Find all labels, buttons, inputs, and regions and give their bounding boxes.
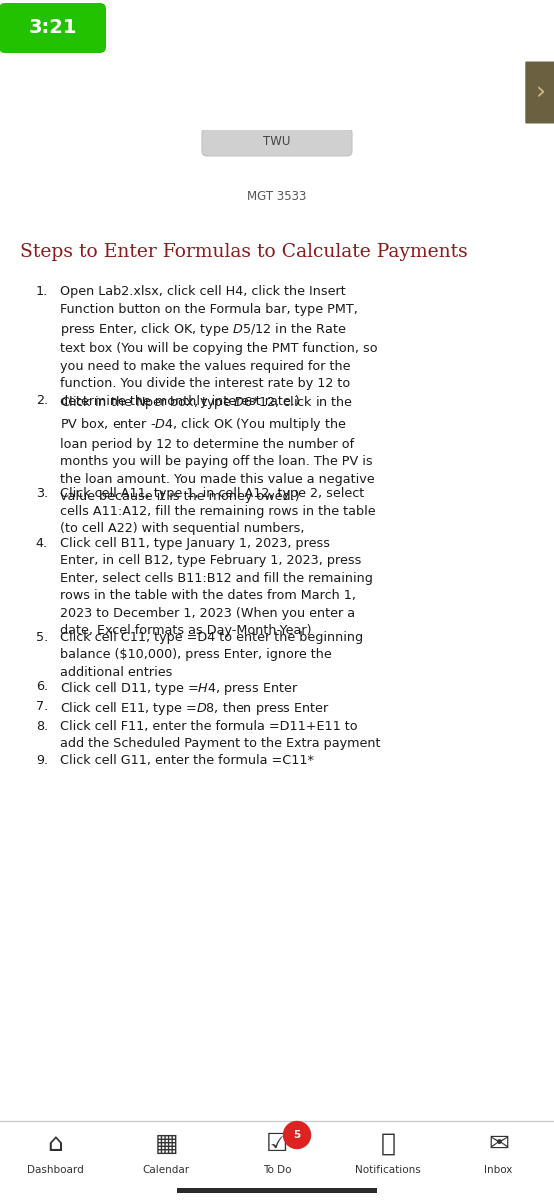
Text: 3:21: 3:21 <box>28 18 77 37</box>
FancyBboxPatch shape <box>0 2 106 53</box>
Text: Steps to Enter Formulas to Calculate Payments: Steps to Enter Formulas to Calculate Pay… <box>20 244 468 262</box>
Text: ›: › <box>535 80 545 104</box>
Text: 22FAMGT353353 MANAGEMENT INFO SYSTEMS: 22FAMGT353353 MANAGEMENT INFO SYSTEMS <box>22 104 285 114</box>
Text: Click cell C11, type =D4 to enter the beginning
balance ($10,000), press Enter, : Click cell C11, type =D4 to enter the be… <box>60 631 363 679</box>
Bar <box>485 14 537 41</box>
Text: Calendar: Calendar <box>142 1164 190 1175</box>
Text: Lab 2 - Steps to Enter Formulas to Calculate Pa.: Lab 2 - Steps to Enter Formulas to Calcu… <box>22 70 381 83</box>
Text: ⌂: ⌂ <box>48 1132 63 1156</box>
Text: 5: 5 <box>294 1130 301 1140</box>
Text: 9.: 9. <box>36 755 48 767</box>
FancyBboxPatch shape <box>202 128 352 156</box>
Text: ▦: ▦ <box>155 1132 178 1156</box>
Text: 1.: 1. <box>36 286 48 298</box>
Text: Notifications: Notifications <box>355 1164 420 1175</box>
Text: 7.: 7. <box>36 700 48 713</box>
Text: ☑: ☑ <box>266 1132 288 1156</box>
Text: Dashboard: Dashboard <box>27 1164 84 1175</box>
Bar <box>487 17 511 38</box>
Text: 4.: 4. <box>36 536 48 550</box>
Text: ▁▂▃ 5G: ▁▂▃ 5G <box>380 20 430 34</box>
Text: Open Lab2.xlsx, click cell H4, click the Insert
Function button on the Formula b: Open Lab2.xlsx, click cell H4, click the… <box>60 286 378 408</box>
Text: Click cell F11, enter the formula =D11+E11 to
add the Scheduled Payment to the E: Click cell F11, enter the formula =D11+E… <box>60 720 381 750</box>
Text: Click in the Nper box, type $D$6*12, click in the
PV box, enter -$D$4, click OK : Click in the Nper box, type $D$6*12, cli… <box>60 394 375 503</box>
Text: MGT 3533: MGT 3533 <box>247 190 307 203</box>
Text: 5.: 5. <box>36 631 48 643</box>
Text: <: < <box>1 77 25 104</box>
Bar <box>177 1188 377 1193</box>
Text: 3.: 3. <box>36 487 48 500</box>
Text: Click cell B11, type January 1, 2023, press
Enter, in cell B12, type February 1,: Click cell B11, type January 1, 2023, pr… <box>60 536 373 637</box>
FancyBboxPatch shape <box>525 61 554 124</box>
Text: 2.: 2. <box>36 394 48 407</box>
Bar <box>538 23 542 35</box>
Text: TWU: TWU <box>263 134 291 148</box>
Circle shape <box>284 1122 310 1148</box>
Text: Lab 2: Lab 2 <box>247 158 307 176</box>
Text: ✉: ✉ <box>488 1132 509 1156</box>
Text: 🔔: 🔔 <box>380 1132 396 1156</box>
Text: Click cell D11, type =$H$4, press Enter: Click cell D11, type =$H$4, press Enter <box>60 680 299 697</box>
Text: Click cell A11, type 1, in cell A12, type 2, select
cells A11:A12, fill the rema: Click cell A11, type 1, in cell A12, typ… <box>60 487 376 535</box>
Text: 6.: 6. <box>36 680 48 694</box>
Text: 8.: 8. <box>36 720 48 733</box>
Text: Inbox: Inbox <box>484 1164 513 1175</box>
Text: Click cell G11, enter the formula =C11*: Click cell G11, enter the formula =C11* <box>60 755 314 767</box>
Text: To Do: To Do <box>263 1164 291 1175</box>
Text: Click cell E11, type =$D$8, then press Enter: Click cell E11, type =$D$8, then press E… <box>60 700 330 716</box>
